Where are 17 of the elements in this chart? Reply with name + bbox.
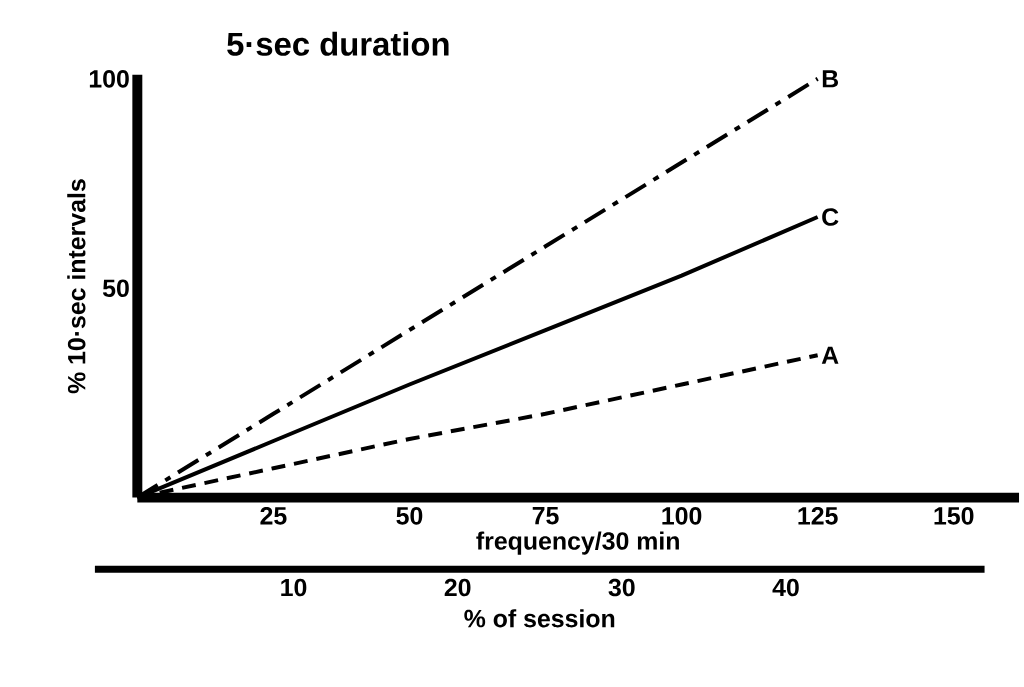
x2-tick-label: 30 bbox=[608, 578, 635, 597]
x-axis-title: frequency/30 min bbox=[476, 531, 679, 555]
x-tick-label: 50 bbox=[396, 507, 423, 525]
x2-tick-label: 10 bbox=[281, 578, 307, 597]
x-tick-label: 75 bbox=[532, 507, 559, 525]
series-label: B bbox=[822, 70, 839, 88]
x-tick-label: 100 bbox=[662, 507, 702, 525]
x-tick-label: 25 bbox=[260, 507, 287, 525]
series-label: A bbox=[821, 346, 839, 364]
y-axis-title: % 10·sec intervals bbox=[67, 179, 86, 394]
x2-tick-label: 20 bbox=[444, 578, 471, 597]
x2-tick-label: 40 bbox=[772, 578, 799, 597]
chart-title: 5·sec duration bbox=[227, 31, 449, 57]
x2-axis-title: % of session bbox=[464, 609, 615, 628]
x-tick-label: 125 bbox=[798, 507, 838, 525]
x-tick-label: 150 bbox=[934, 507, 974, 525]
series-label: C bbox=[822, 208, 839, 226]
